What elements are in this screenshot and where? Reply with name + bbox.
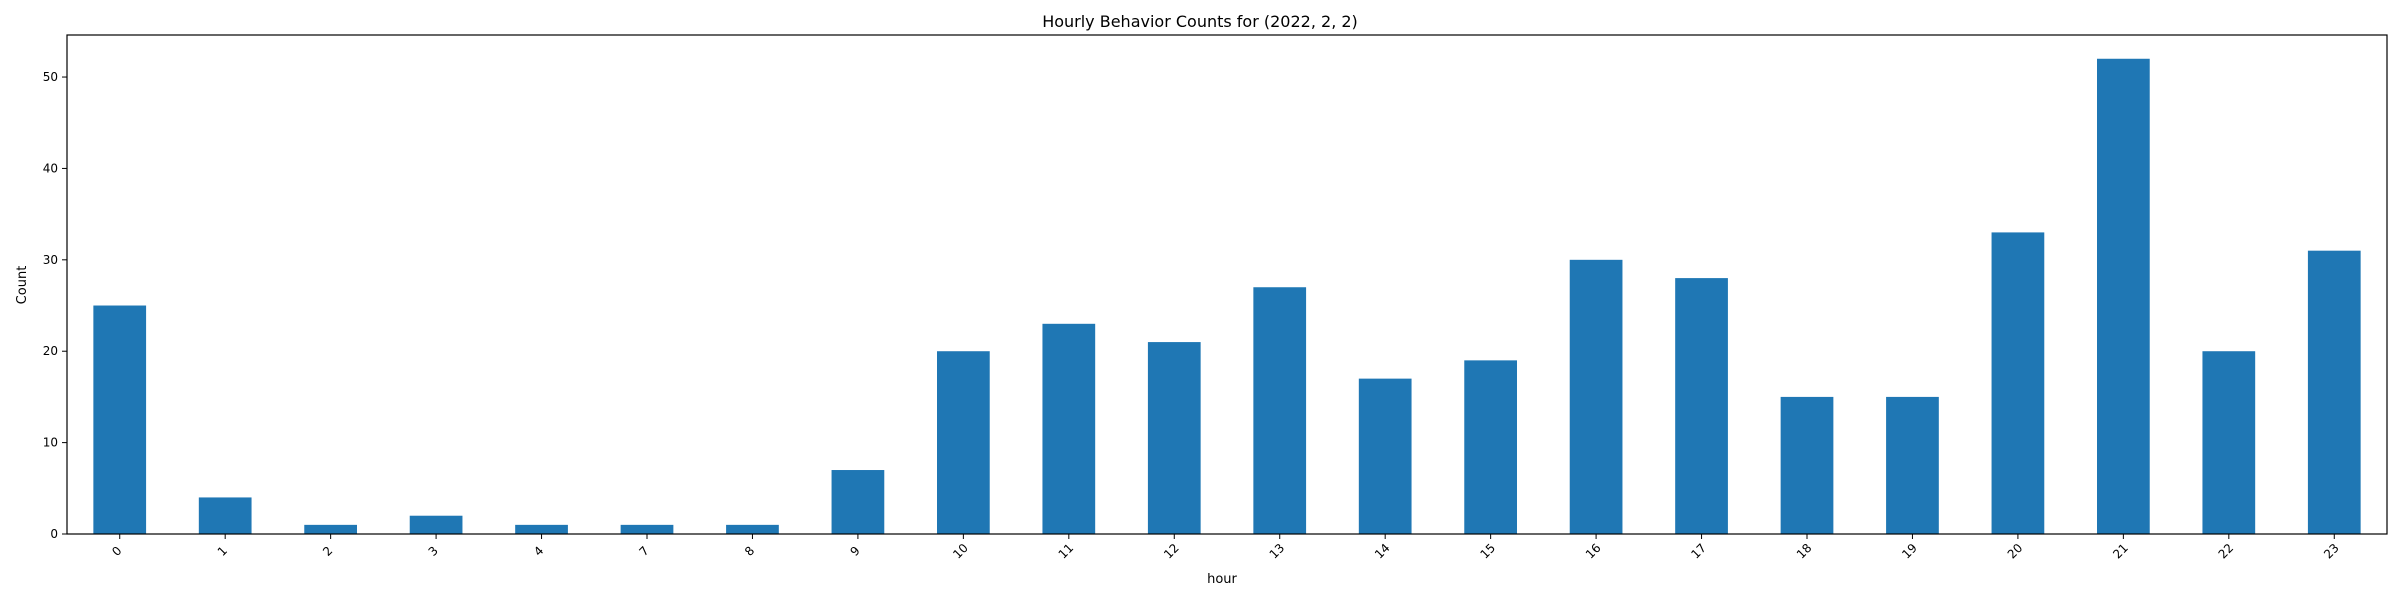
bar-hour-21 xyxy=(2097,58,2150,534)
chart-title: Hourly Behavior Counts for (2022, 2, 2) xyxy=(1042,12,1358,31)
bar-hour-17 xyxy=(1675,278,1728,534)
x-tick-label: 21 xyxy=(2110,541,2131,562)
x-tick-label: 2 xyxy=(320,544,335,559)
x-tick-label: 1 xyxy=(215,544,230,559)
y-axis-label: Count xyxy=(15,266,30,305)
x-tick-label: 16 xyxy=(1583,541,1604,562)
x-tick-label: 18 xyxy=(1794,541,1815,562)
bar-hour-10 xyxy=(937,351,990,534)
bar-hour-16 xyxy=(1569,259,1623,534)
bar-hour-23 xyxy=(2307,250,2361,534)
bar-hour-20 xyxy=(1991,232,2045,534)
x-tick-label: 13 xyxy=(1267,541,1288,562)
x-tick-label: 19 xyxy=(1899,541,1920,562)
y-tick-label: 20 xyxy=(43,344,58,358)
bar-hour-0 xyxy=(93,305,147,534)
x-tick-label: 7 xyxy=(637,544,652,559)
plot-frame xyxy=(66,34,2388,535)
bar-hour-9 xyxy=(831,470,885,534)
x-tick-label: 9 xyxy=(847,544,862,559)
x-tick-label: 8 xyxy=(742,544,757,559)
x-tick-label: 15 xyxy=(1477,541,1498,562)
x-tick-label: 4 xyxy=(531,544,546,559)
bar-hour-15 xyxy=(1464,360,1517,534)
y-tick-label: 50 xyxy=(43,70,58,84)
bar-hour-12 xyxy=(1147,342,1201,534)
x-tick-label: 23 xyxy=(2321,541,2342,562)
bar-hour-19 xyxy=(1886,396,1939,534)
x-axis-label: hour xyxy=(1207,572,1237,587)
x-tick-label: 0 xyxy=(109,544,124,559)
bar-hour-11 xyxy=(1042,323,1096,534)
x-tick-label: 3 xyxy=(426,544,441,559)
x-axis-ticks: 0 1 2 3 4 7 8 9 10 11 12 13 14 15 16 17 18 19 20 21 22 23 xyxy=(109,534,2342,562)
y-tick-label: 0 xyxy=(50,527,58,541)
bar-hour-8 xyxy=(726,524,779,534)
x-tick-label: 22 xyxy=(2216,541,2237,562)
bars-group xyxy=(93,58,2361,534)
bar-hour-7 xyxy=(620,524,674,534)
bar-hour-18 xyxy=(1780,396,1834,534)
bar-hour-22 xyxy=(2202,351,2256,534)
y-tick-label: 40 xyxy=(43,161,58,175)
bar-hour-3 xyxy=(409,515,463,534)
bar-hour-2 xyxy=(304,524,357,534)
x-tick-label: 14 xyxy=(1372,541,1393,562)
x-tick-label: 11 xyxy=(1056,541,1077,562)
y-tick-label: 10 xyxy=(43,436,58,450)
x-tick-label: 20 xyxy=(2005,541,2026,562)
x-tick-label: 17 xyxy=(1688,541,1709,562)
y-axis-ticks: 0 10 20 30 40 50 xyxy=(43,70,67,541)
y-tick-label: 30 xyxy=(43,253,58,267)
bar-hour-1 xyxy=(198,497,252,534)
bar-hour-4 xyxy=(515,524,568,534)
bar-hour-13 xyxy=(1253,287,1307,534)
x-tick-label: 10 xyxy=(950,541,971,562)
bar-hour-14 xyxy=(1358,378,1412,534)
x-tick-label: 12 xyxy=(1161,541,1182,562)
